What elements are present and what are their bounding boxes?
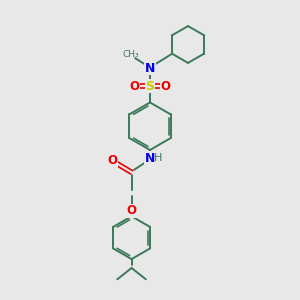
Text: O: O	[127, 204, 136, 218]
Text: N: N	[145, 62, 155, 75]
Text: O: O	[160, 80, 170, 93]
Text: S: S	[146, 80, 154, 93]
Text: H: H	[154, 153, 163, 163]
Text: O: O	[130, 80, 140, 93]
Text: O: O	[107, 154, 118, 167]
Text: CH₃: CH₃	[123, 50, 140, 59]
Text: N: N	[145, 152, 155, 165]
